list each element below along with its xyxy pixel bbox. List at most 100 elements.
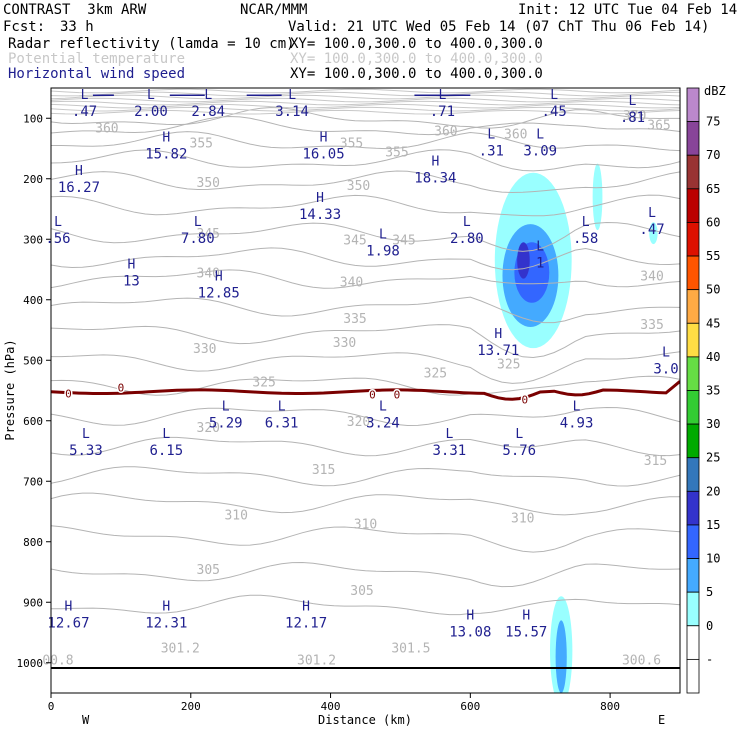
- plot-frame: [50, 87, 681, 694]
- theta-contour: [51, 247, 680, 271]
- y-tick-label: 200: [23, 173, 43, 186]
- y-axis-label: Pressure (hPa): [3, 339, 17, 440]
- field2-name: Potential temperature: [8, 51, 186, 67]
- field2-xy: XY= 100.0,300.0 to 400.0,300.0: [290, 51, 543, 67]
- reflectivity-cell: [649, 222, 658, 245]
- wind-extreme-marker: L: [278, 400, 286, 415]
- wind-extreme-marker: L: [662, 345, 670, 360]
- wind-extreme-marker: L: [288, 88, 296, 103]
- theta-contour-top: [51, 97, 680, 103]
- theta-label: 355: [190, 136, 213, 151]
- wind-extreme-value: 13.08: [449, 624, 491, 640]
- theta-contour-top: [51, 91, 680, 97]
- wind-extreme-value: 5.33: [69, 443, 103, 459]
- wind-extreme-value: .47: [72, 104, 97, 120]
- wind-extreme-labels: L.47L2.00L2.84L3.14L.71L.45L.81L.31L3.09…: [45, 88, 678, 640]
- y-tick-label: 400: [23, 294, 43, 307]
- wind-extreme-value: 12.67: [47, 615, 89, 631]
- reflectivity-cell: [555, 620, 567, 693]
- theta-contour: [51, 149, 680, 172]
- y-tick-label: 100: [23, 112, 43, 125]
- theta-label: 315: [644, 454, 667, 469]
- theta-label: 330: [193, 342, 216, 357]
- theta-contour: [51, 115, 680, 136]
- x-axis-label: Distance (km): [318, 713, 412, 727]
- wind-extreme-value: 3.0: [653, 361, 678, 377]
- valid-time: Valid: 21 UTC Wed 05 Feb 14 (07 ChT Thu …: [288, 19, 710, 35]
- theta-label: 345: [343, 233, 366, 248]
- wind-extreme-marker: L: [463, 215, 471, 230]
- colorbar-segment: [686, 524, 700, 559]
- dbz-colorbar: - 0 5 10 15 20 25 30 35 40 45 50 55 60 65 70 75: [686, 87, 720, 694]
- wind-extreme-marker: L: [54, 215, 62, 230]
- wind-extreme-marker: H: [316, 191, 324, 206]
- theta-label: 305: [350, 584, 373, 599]
- wind-extreme-marker: L: [536, 127, 544, 142]
- colorbar-segment: [686, 289, 700, 324]
- colorbar-level-label: 5: [706, 585, 713, 599]
- freezing-level-line: 0 0 0 0 0: [51, 380, 680, 408]
- theta-contour: [51, 269, 680, 289]
- theta-contour-top: [51, 109, 680, 115]
- theta-label: 340: [197, 267, 220, 282]
- wind-extreme-value: 15.82: [145, 146, 187, 162]
- colorbar-segment: [686, 188, 700, 223]
- theta-contour: [51, 492, 680, 516]
- theta-label: 310: [224, 509, 247, 524]
- wind-extreme-value: .45: [542, 104, 567, 120]
- fcst-label: Fcst:: [3, 19, 46, 35]
- theta-contour: [51, 106, 680, 129]
- theta-label: 365: [647, 118, 670, 133]
- surface-theta-label: 00.8: [42, 654, 73, 669]
- wind-extreme-marker: L: [379, 227, 387, 242]
- colorbar-level-label: 70: [706, 148, 720, 162]
- y-tick-label: 500: [23, 354, 43, 367]
- wind-extreme-marker: H: [522, 608, 530, 623]
- colorbar-level-label: -: [706, 652, 713, 666]
- theta-contour: [51, 221, 680, 252]
- theta-contour: [51, 351, 680, 384]
- theta-contour-top: [51, 94, 680, 100]
- wind-extreme-marker: L: [438, 88, 446, 103]
- x-tick-label: 200: [181, 700, 201, 713]
- y-tick-label: 600: [23, 415, 43, 428]
- theta-label: 320: [347, 415, 370, 430]
- theta-contour: [51, 594, 680, 616]
- surface-theta-label: 301.2: [161, 642, 200, 657]
- colorbar-segment: [686, 558, 700, 593]
- wind-extreme-marker: L: [515, 427, 523, 442]
- wind-extreme-value: 2.80: [450, 231, 484, 247]
- colorbar-level-label: 10: [706, 552, 720, 566]
- theta-label: 360: [95, 121, 118, 136]
- colorbar-level-label: 55: [706, 249, 720, 263]
- wind-extreme-marker: L: [81, 88, 89, 103]
- theta-contour: [51, 561, 680, 588]
- theta-contour-top: [51, 88, 680, 94]
- theta-label: 320: [197, 421, 220, 436]
- colorbar-level-label: 75: [706, 115, 720, 129]
- colorbar-segment: [686, 423, 700, 459]
- wind-extreme-value: 3.09: [523, 143, 557, 159]
- surface-theta-label: 301.2: [297, 654, 336, 669]
- theta-contours: [51, 88, 680, 616]
- field3-name: Horizontal wind speed: [8, 66, 186, 82]
- wind-extreme-value: 6.31: [265, 416, 299, 432]
- wind-extreme-value: 16.05: [302, 146, 344, 162]
- colorbar-segment: [686, 222, 700, 257]
- wind-extreme-value: 18.34: [414, 171, 456, 187]
- y-tick-label: 300: [23, 233, 43, 246]
- theta-label: 325: [252, 375, 275, 390]
- theta-contour-top: [51, 100, 680, 106]
- freezing-level-label: 0: [369, 389, 376, 402]
- wind-extreme-value: 15.57: [505, 624, 547, 640]
- colorbar-level-label: 35: [706, 384, 720, 398]
- y-tick-label: 1000: [17, 657, 44, 670]
- wind-extreme-value: 2.00: [134, 104, 168, 120]
- theta-contour: [51, 131, 680, 152]
- wind-extreme-marker: H: [162, 130, 170, 145]
- colorbar-segment: [686, 658, 700, 694]
- wind-extreme-marker: L: [445, 427, 453, 442]
- theta-contour: [51, 436, 680, 457]
